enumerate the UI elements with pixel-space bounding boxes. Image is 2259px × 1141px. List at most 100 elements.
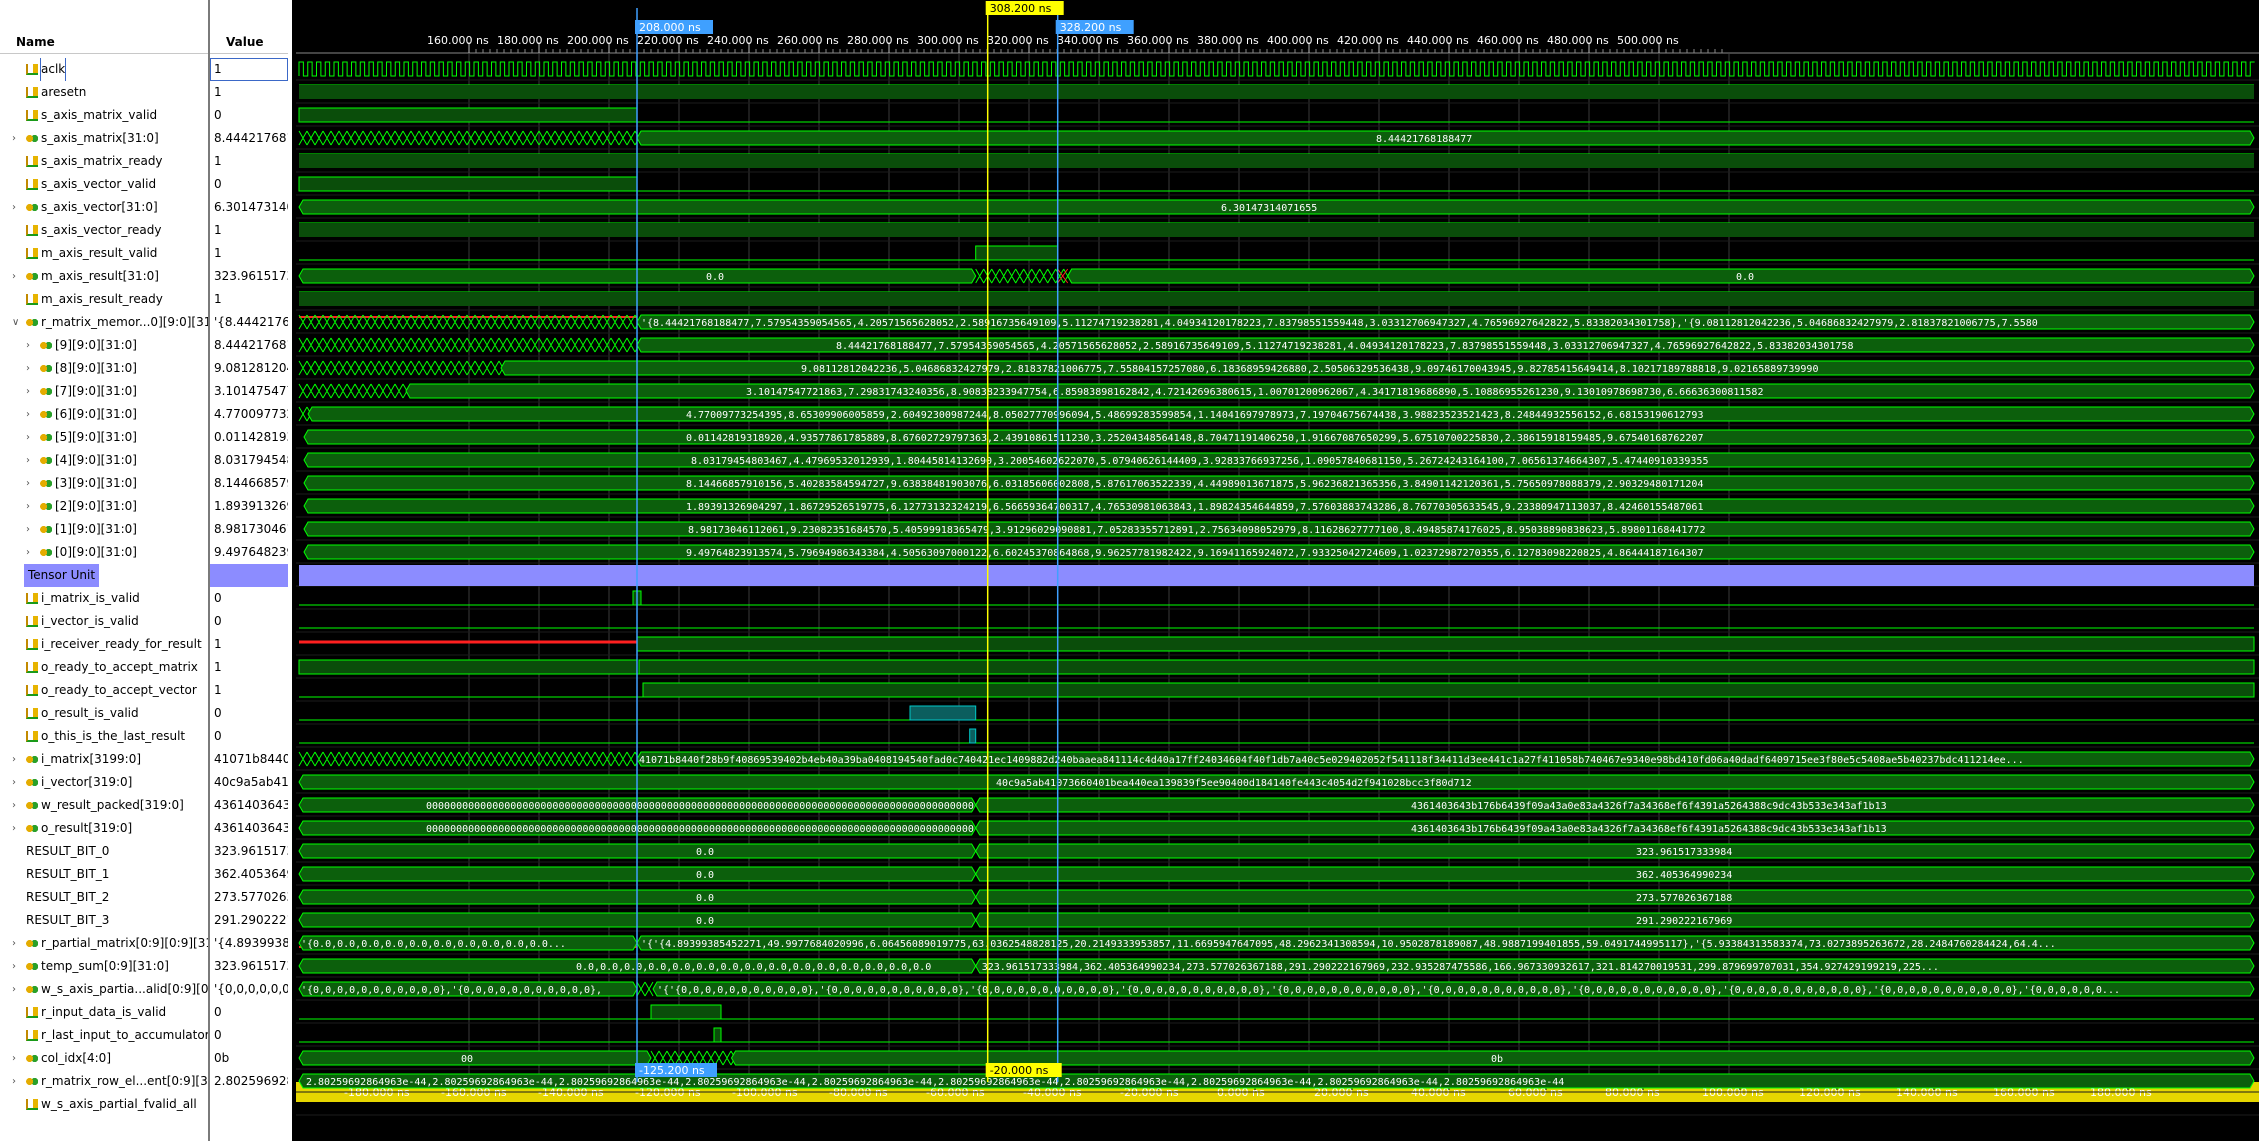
signal-row-result-bit-1[interactable]: RESULT_BIT_1 [0, 863, 208, 886]
bus-segment [652, 981, 2255, 997]
signal-name: s_axis_vector[31:0] [41, 200, 158, 214]
signal-row-temp-sum-0-9-31-0[interactable]: › temp_sum[0:9][31:0] [0, 955, 208, 978]
expand-arrow-icon[interactable]: › [12, 800, 16, 811]
signal-row-4-9-0-31-0[interactable]: › [4][9:0][31:0] [0, 449, 208, 472]
signal-name: [1][9:0][31:0] [55, 522, 137, 536]
ruler-tick-label: 400.000 ns [1267, 34, 1329, 47]
signal-row-s-axis-vector-ready[interactable]: s_axis_vector_ready [0, 219, 208, 242]
bus-segment [975, 958, 2255, 974]
main-cursor-flag[interactable] [985, 1, 1064, 15]
signal-row-o-ready-to-accept-vector[interactable]: o_ready_to_accept_vector [0, 679, 208, 702]
signal-row-r-partial-matrix-0-9-0-9-31-0[interactable]: › r_partial_matrix[0:9][0:9][31:0] [0, 932, 208, 955]
signal-row-result-bit-3[interactable]: RESULT_BIT_3 [0, 909, 208, 932]
signal-row-r-matrix-row-el-ent-0-9-31-0[interactable]: › r_matrix_row_el...ent[0:9][31:0] [0, 1070, 208, 1093]
expand-arrow-icon[interactable]: › [12, 133, 16, 144]
signal-row-m-axis-result-31-0[interactable]: › m_axis_result[31:0] [0, 265, 208, 288]
signal-row-r-last-input-to-accumulator[interactable]: r_last_input_to_accumulator [0, 1024, 208, 1047]
signal-row-m-axis-result-ready[interactable]: m_axis_result_ready [0, 288, 208, 311]
expand-arrow-icon[interactable]: › [12, 271, 16, 282]
delta-flag-2[interactable] [985, 1063, 1062, 1077]
logic-signal-icon [26, 731, 38, 742]
signal-row-3-9-0-31-0[interactable]: › [3][9:0][31:0] [0, 472, 208, 495]
signal-row-i-vector-is-valid[interactable]: i_vector_is_valid [0, 610, 208, 633]
signal-row-o-result-is-valid[interactable]: o_result_is_valid [0, 702, 208, 725]
expand-arrow-icon[interactable]: › [12, 202, 16, 213]
waveform-canvas[interactable]: 160.000 ns 180.000 ns 200.000 ns 220.000 ns… [296, 0, 2259, 1141]
expand-arrow-icon[interactable]: › [26, 455, 30, 466]
marker-1-flag[interactable] [635, 20, 713, 34]
signal-row-result-bit-2[interactable]: RESULT_BIT_2 [0, 886, 208, 909]
signal-row-r-matrix-memor-0-9-0-31-0[interactable]: ∨ r_matrix_memor...0][9:0][31:0] [0, 311, 208, 334]
signal-row-o-ready-to-accept-matrix[interactable]: o_ready_to_accept_matrix [0, 656, 208, 679]
signal-row-aclk[interactable]: aclk [0, 58, 208, 81]
signal-row-w-s-axis-partia-alid-0-9-0-9[interactable]: › w_s_axis_partia...alid[0:9][0:9] [0, 978, 208, 1001]
signal-row-s-axis-vector-31-0[interactable]: › s_axis_vector[31:0] [0, 196, 208, 219]
expand-arrow-icon[interactable]: › [26, 432, 30, 443]
delta-flag-1[interactable] [635, 1063, 717, 1077]
signal-row-7-9-0-31-0[interactable]: › [7][9:0][31:0] [0, 380, 208, 403]
expand-arrow-icon[interactable]: › [26, 386, 30, 397]
expand-arrow-icon[interactable]: › [12, 1076, 16, 1087]
expand-arrow-icon[interactable]: › [26, 547, 30, 558]
bit-pulse [713, 1027, 722, 1043]
signal-row-0-9-0-31-0[interactable]: › [0][9:0][31:0] [0, 541, 208, 564]
signal-name: o_ready_to_accept_matrix [41, 660, 198, 674]
expand-arrow-icon[interactable]: › [26, 478, 30, 489]
signal-row-1-9-0-31-0[interactable]: › [1][9:0][31:0] [0, 518, 208, 541]
signal-value: '{8.44421768' [214, 315, 288, 329]
ruler-tick-label: 320.000 ns [987, 34, 1049, 47]
signal-row-s-axis-vector-valid[interactable]: s_axis_vector_valid [0, 173, 208, 196]
signal-row-result-bit-0[interactable]: RESULT_BIT_0 [0, 840, 208, 863]
signal-row-2-9-0-31-0[interactable]: › [2][9:0][31:0] [0, 495, 208, 518]
signal-row-8-9-0-31-0[interactable]: › [8][9:0][31:0] [0, 357, 208, 380]
signal-row-m-axis-result-valid[interactable]: m_axis_result_valid [0, 242, 208, 265]
signal-row-i-matrix-is-valid[interactable]: i_matrix_is_valid [0, 587, 208, 610]
bus-value: 6.30147314071655 [1221, 203, 1317, 214]
time-ruler[interactable] [296, 0, 2259, 54]
name-column-header[interactable]: Name [0, 31, 208, 54]
bus-value: 8.14466857910156,5.40283584594727,9.6383… [686, 479, 1703, 490]
signal-row-s-axis-matrix-31-0[interactable]: › s_axis_matrix[31:0] [0, 127, 208, 150]
waveform-svg[interactable]: 160.000 ns 180.000 ns 200.000 ns 220.000 ns… [296, 0, 2259, 1141]
expand-arrow-icon[interactable]: › [26, 501, 30, 512]
expand-arrow-icon[interactable]: › [12, 1053, 16, 1064]
signal-row-tensor-unit[interactable]: Tensor Unit [0, 564, 208, 587]
expand-arrow-icon[interactable]: › [26, 363, 30, 374]
signal-name: [9][9:0][31:0] [55, 338, 137, 352]
signal-row-aresetn[interactable]: aresetn [0, 81, 208, 104]
bit-pulse [638, 659, 2255, 675]
expand-arrow-icon[interactable]: › [26, 340, 30, 351]
expand-arrow-icon[interactable]: › [12, 777, 16, 788]
signal-row-w-result-packed-319-0[interactable]: › w_result_packed[319:0] [0, 794, 208, 817]
expand-arrow-icon[interactable]: › [12, 961, 16, 972]
expand-arrow-icon[interactable]: › [12, 754, 16, 765]
signal-row-i-receiver-ready-for-result[interactable]: i_receiver_ready_for_result [0, 633, 208, 656]
signal-row-6-9-0-31-0[interactable]: › [6][9:0][31:0] [0, 403, 208, 426]
marker-2-flag[interactable] [1055, 20, 1134, 34]
signal-row-s-axis-matrix-valid[interactable]: s_axis_matrix_valid [0, 104, 208, 127]
signal-row-5-9-0-31-0[interactable]: › [5][9:0][31:0] [0, 426, 208, 449]
expand-arrow-icon[interactable]: › [26, 524, 30, 535]
signal-row-i-vector-319-0[interactable]: › i_vector[319:0] [0, 771, 208, 794]
signal-row-o-result-319-0[interactable]: › o_result[319:0] [0, 817, 208, 840]
bus-segment [298, 199, 2255, 215]
signal-value: 40c9a5ab410 [214, 775, 288, 789]
signal-row-w-s-axis-partial-fvalid-all[interactable]: w_s_axis_partial_fvalid_all [0, 1093, 208, 1116]
expand-arrow-icon[interactable]: › [12, 938, 16, 949]
collapse-arrow-icon[interactable]: ∨ [12, 317, 20, 328]
signal-row-col-idx-4-0[interactable]: › col_idx[4:0] [0, 1047, 208, 1070]
signal-row-o-this-is-the-last-result[interactable]: o_this_is_the_last_result [0, 725, 208, 748]
expand-arrow-icon[interactable]: › [12, 823, 16, 834]
value-column-header[interactable]: Value [210, 31, 288, 54]
signal-row-r-input-data-is-valid[interactable]: r_input_data_is_valid [0, 1001, 208, 1024]
signal-row-i-matrix-3199-0[interactable]: › i_matrix[3199:0] [0, 748, 208, 771]
signal-name: m_axis_result[31:0] [41, 269, 159, 283]
expand-arrow-icon[interactable]: › [26, 409, 30, 420]
signal-value: 1 [210, 58, 288, 81]
bus-segment [636, 935, 2255, 951]
logic-signal-icon [26, 110, 38, 121]
expand-arrow-icon[interactable]: › [12, 984, 16, 995]
bus-transitions [650, 1050, 740, 1066]
signal-row-9-9-0-31-0[interactable]: › [9][9:0][31:0] [0, 334, 208, 357]
signal-row-s-axis-matrix-ready[interactable]: s_axis_matrix_ready [0, 150, 208, 173]
